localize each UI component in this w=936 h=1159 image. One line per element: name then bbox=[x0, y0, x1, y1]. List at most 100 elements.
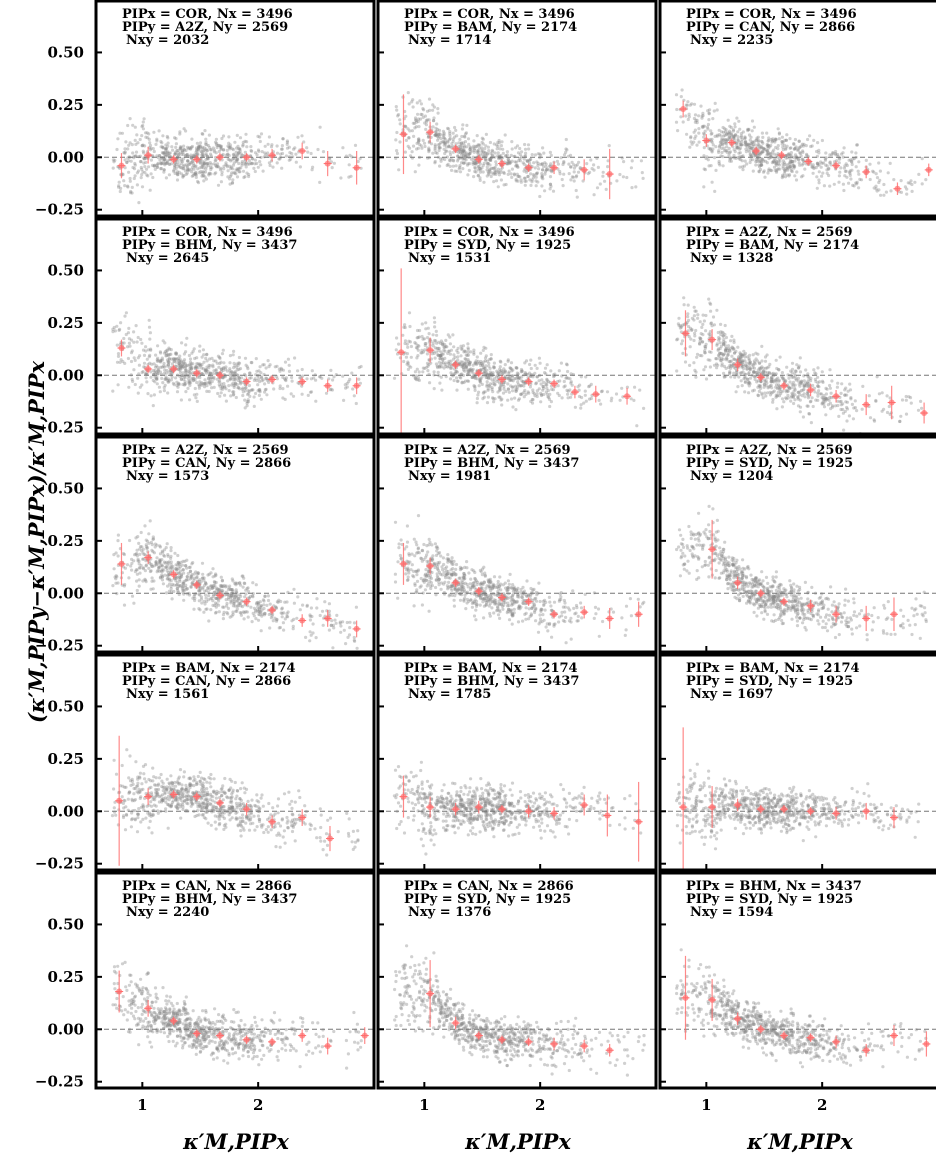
scatter-point bbox=[776, 376, 780, 380]
scatter-point bbox=[163, 157, 167, 161]
scatter-point bbox=[816, 384, 820, 388]
scatter-point bbox=[726, 118, 730, 122]
scatter-point bbox=[279, 599, 283, 604]
scatter-point bbox=[542, 392, 546, 397]
scatter-point bbox=[187, 369, 191, 374]
scatter-point bbox=[306, 393, 310, 397]
scatter-point bbox=[474, 144, 478, 148]
scatter-point bbox=[710, 140, 714, 144]
scatter-point bbox=[919, 399, 923, 403]
scatter-point bbox=[556, 162, 561, 166]
scatter-point bbox=[765, 161, 769, 165]
scatter-point bbox=[480, 152, 485, 156]
scatter-point bbox=[724, 348, 728, 352]
scatter-point bbox=[217, 383, 221, 387]
scatter-point bbox=[677, 316, 681, 320]
scatter-point bbox=[639, 159, 644, 163]
scatter-point bbox=[426, 369, 430, 373]
scatter-point bbox=[182, 157, 186, 161]
scatter-point bbox=[141, 370, 145, 374]
scatter-point bbox=[431, 151, 435, 155]
scatter-point bbox=[154, 377, 159, 381]
scatter-point bbox=[292, 601, 296, 605]
scatter-point bbox=[794, 178, 799, 182]
scatter-point bbox=[584, 375, 588, 379]
scatter-point bbox=[244, 592, 248, 596]
scatter-point bbox=[731, 347, 735, 351]
scatter-point bbox=[175, 171, 179, 175]
scatter-point bbox=[204, 177, 208, 181]
scatter-point bbox=[724, 139, 729, 143]
scatter-point bbox=[790, 361, 795, 365]
scatter-point bbox=[599, 390, 604, 394]
scatter-point bbox=[154, 364, 158, 368]
scatter-point bbox=[461, 365, 465, 370]
scatter-point bbox=[396, 113, 401, 117]
scatter-point bbox=[480, 136, 484, 140]
scatter-point bbox=[397, 168, 401, 172]
panel-annotation-line-2: PIPy = SYD, Ny = 1925 bbox=[404, 238, 571, 253]
scatter-point bbox=[471, 155, 475, 159]
scatter-point bbox=[156, 372, 160, 376]
scatter-point bbox=[419, 351, 423, 355]
scatter-point bbox=[204, 368, 208, 372]
scatter-point bbox=[328, 157, 332, 161]
scatter-point bbox=[140, 125, 144, 129]
scatter-point bbox=[835, 385, 840, 389]
scatter-point bbox=[787, 166, 791, 170]
scatter-point bbox=[202, 161, 206, 165]
scatter-point bbox=[414, 374, 418, 378]
scatter-point bbox=[177, 566, 181, 571]
scatter-point bbox=[461, 141, 465, 145]
scatter-point bbox=[541, 146, 545, 150]
scatter-point bbox=[283, 397, 287, 401]
scatter-point bbox=[765, 149, 769, 153]
scatter-point bbox=[824, 397, 828, 401]
scatter-point bbox=[728, 371, 732, 375]
scatter-point bbox=[733, 125, 737, 129]
scatter-point bbox=[679, 115, 683, 119]
scatter-point bbox=[842, 166, 847, 170]
scatter-point bbox=[720, 356, 724, 360]
scatter-point bbox=[751, 363, 756, 367]
scatter-point bbox=[242, 610, 246, 614]
scatter-point bbox=[472, 175, 476, 179]
scatter-point bbox=[799, 175, 804, 179]
scatter-point bbox=[167, 346, 171, 350]
scatter-point bbox=[468, 145, 472, 149]
scatter-point bbox=[725, 348, 730, 353]
scatter-point bbox=[219, 145, 223, 149]
scatter-point bbox=[688, 345, 692, 349]
scatter-point bbox=[777, 132, 782, 136]
scatter-point bbox=[123, 166, 127, 170]
scatter-point bbox=[416, 117, 421, 121]
scatter-point bbox=[214, 155, 218, 160]
y-tick-label: −0.25 bbox=[35, 419, 84, 437]
scatter-point bbox=[234, 609, 238, 613]
scatter-point bbox=[294, 160, 298, 164]
scatter-point bbox=[405, 342, 409, 346]
scatter-point bbox=[463, 369, 467, 373]
scatter-point bbox=[767, 371, 771, 375]
scatter-point bbox=[505, 162, 509, 166]
scatter-point bbox=[200, 163, 204, 167]
scatter-point bbox=[221, 366, 225, 370]
scatter-point bbox=[283, 360, 288, 364]
scatter-point bbox=[137, 578, 141, 582]
scatter-point bbox=[801, 150, 805, 154]
scatter-point bbox=[187, 381, 191, 385]
scatter-point bbox=[144, 564, 148, 568]
scatter-point bbox=[253, 169, 257, 174]
scatter-point bbox=[235, 581, 239, 586]
scatter-point bbox=[142, 361, 147, 365]
scatter-point bbox=[200, 383, 204, 387]
scatter-point bbox=[748, 367, 752, 371]
scatter-point bbox=[732, 365, 736, 369]
scatter-point bbox=[717, 128, 721, 132]
scatter-point bbox=[352, 638, 356, 642]
scatter-point bbox=[441, 358, 445, 362]
scatter-point bbox=[214, 359, 218, 363]
scatter-point bbox=[526, 390, 530, 394]
scatter-point bbox=[112, 567, 116, 571]
scatter-point bbox=[749, 153, 753, 157]
